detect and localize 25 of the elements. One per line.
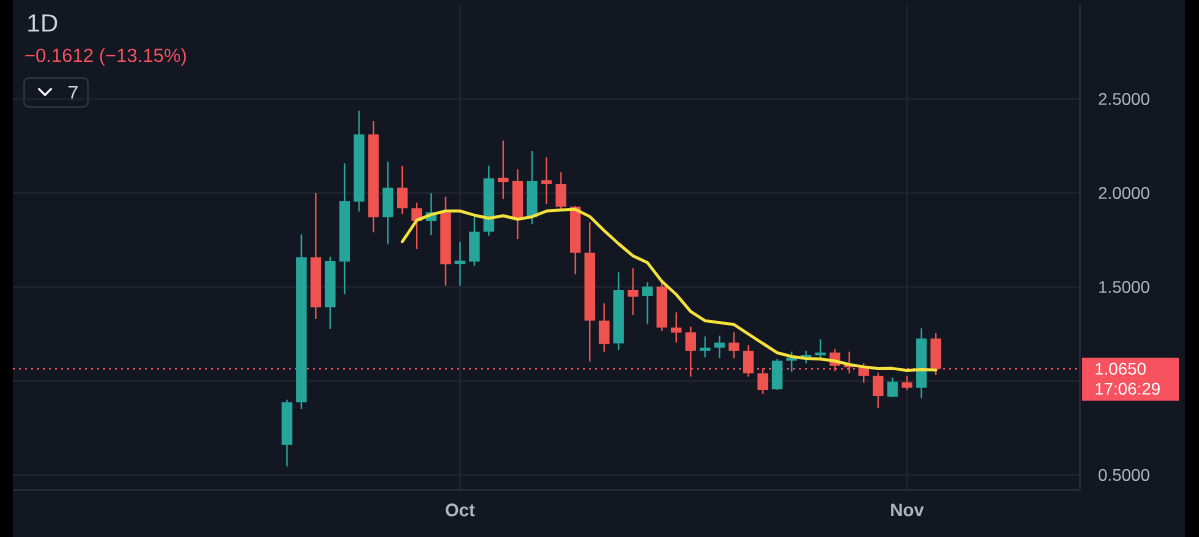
chart-title: 1D — [28, 14, 58, 32]
candlestick — [396, 165, 408, 215]
y-tick-label: 2.5000 — [1098, 92, 1150, 105]
candlestick — [598, 302, 610, 353]
annotation: 7 — [68, 86, 78, 100]
candlestick — [627, 267, 639, 316]
candlestick — [670, 311, 682, 344]
x-tick-label: Nov — [891, 503, 924, 517]
text: −0.1612 (−13.15%) — [25, 48, 186, 66]
candlestick — [728, 331, 740, 359]
text: 17:06:29 — [1095, 382, 1160, 395]
candlestick — [872, 371, 884, 409]
candlestick — [497, 139, 509, 200]
candlestick — [685, 325, 697, 378]
candlestick — [642, 281, 653, 325]
y-tick-label: 2.0000 — [1098, 186, 1150, 199]
candlestick — [757, 367, 769, 395]
x-tick-label: Oct — [445, 503, 475, 517]
y-tick-label: 0.5000 — [1098, 468, 1150, 481]
ref-line-label: 1.0650 — [1095, 362, 1146, 375]
candlestick — [714, 334, 725, 359]
y-tick-label: 1.5000 — [1099, 280, 1150, 293]
candlestick — [411, 202, 423, 250]
candlestick — [541, 156, 552, 205]
candlestick — [743, 344, 754, 378]
